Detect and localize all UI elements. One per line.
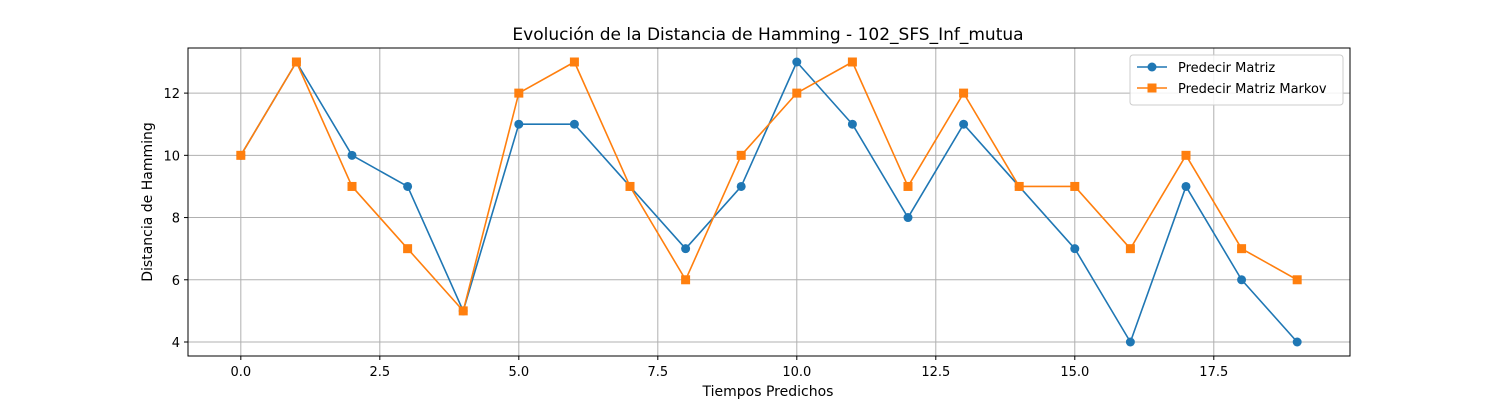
axis-ticks: 0.0 2.5 5.0 7.5 10.0 12.5 15.0 17.5 4 6 8 10 12 (163, 87, 1228, 380)
y-tick-label: 8 (172, 212, 180, 227)
legend: Predecir Matriz Predecir Matriz Markov (1129, 54, 1344, 106)
data-point (1181, 150, 1191, 160)
y-tick-label: 12 (163, 87, 180, 102)
data-point (1181, 181, 1191, 191)
data-point (625, 181, 635, 191)
data-point (1125, 337, 1135, 347)
x-tick-label: 15.0 (1060, 365, 1089, 380)
data-point (681, 244, 691, 254)
legend-label: Predecir Matriz (1178, 61, 1275, 76)
data-point (347, 150, 357, 160)
data-point (514, 88, 524, 98)
data-point (1292, 337, 1302, 347)
x-tick-label: 12.5 (921, 365, 950, 380)
data-point (458, 306, 468, 316)
data-point (847, 57, 857, 67)
x-axis-title: Tiempos Predichos (702, 384, 834, 400)
legend-marker (1147, 83, 1157, 93)
x-tick-label: 10.0 (782, 365, 811, 380)
x-tick-label: 7.5 (647, 365, 668, 380)
data-point (1237, 275, 1247, 285)
x-tick-label: 5.0 (508, 365, 529, 380)
data-point (569, 57, 579, 67)
data-point (959, 88, 969, 98)
chart-title: Evolución de la Distancia de Hamming - 1… (512, 25, 1023, 45)
legend-entry: Predecir Matriz Markov (1137, 82, 1327, 97)
series-line (240, 61, 1298, 312)
data-point (403, 244, 413, 254)
y-axis-title: Distancia de Hamming (140, 122, 156, 282)
data-point (792, 88, 802, 98)
data-point (681, 275, 691, 285)
data-point (792, 57, 802, 67)
data-point (736, 150, 746, 160)
data-point (1014, 181, 1024, 191)
series-layer (236, 57, 1302, 347)
data-point (903, 181, 913, 191)
data-point (291, 57, 301, 67)
x-tick-label: 17.5 (1199, 365, 1228, 380)
legend-marker (1147, 62, 1157, 72)
y-tick-label: 6 (172, 274, 180, 289)
data-point (347, 181, 357, 191)
data-point (1292, 275, 1302, 285)
data-point (959, 119, 969, 129)
y-tick-label: 4 (172, 336, 180, 351)
data-point (736, 181, 746, 191)
legend-entry: Predecir Matriz (1137, 61, 1275, 76)
x-tick-label: 0.0 (230, 365, 251, 380)
legend-label: Predecir Matriz Markov (1178, 82, 1327, 97)
legend-box (1129, 54, 1344, 106)
data-point (847, 119, 857, 129)
data-point (1237, 244, 1247, 254)
data-point (903, 213, 913, 223)
data-point (1070, 181, 1080, 191)
series-2 (236, 57, 1302, 316)
data-point (1070, 244, 1080, 254)
data-point (403, 181, 413, 191)
x-tick-label: 2.5 (369, 365, 390, 380)
data-point (236, 150, 246, 160)
data-point (569, 119, 579, 129)
data-point (1125, 244, 1135, 254)
plot-frame (187, 47, 1351, 357)
data-point (514, 119, 524, 129)
y-tick-label: 10 (163, 149, 180, 164)
